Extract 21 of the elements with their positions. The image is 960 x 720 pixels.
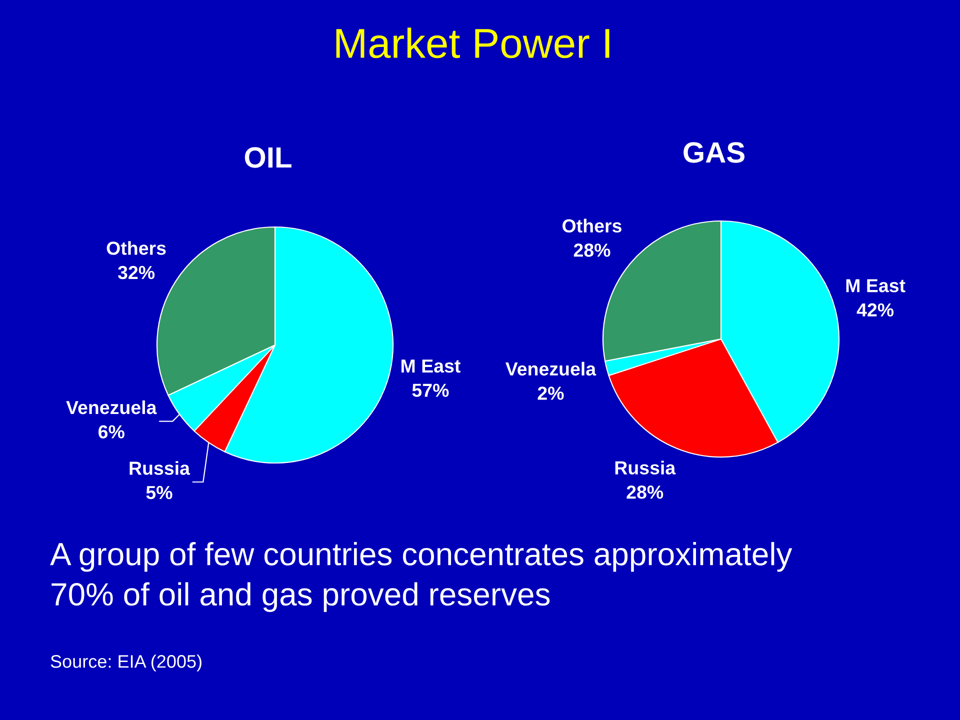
slice-label: Others <box>562 218 622 233</box>
chart-title: OIL <box>244 147 292 168</box>
data-label: 57% <box>412 384 449 397</box>
data-label: 32% <box>118 266 155 280</box>
text: Market Power I <box>336 28 610 58</box>
slice-label: M East <box>402 360 460 373</box>
slice-label: Russia <box>615 460 676 474</box>
slice-label: Venezuela <box>66 400 157 414</box>
slice-label: Venezuela <box>505 362 596 376</box>
text: A group of few countries concentrates approximately 70% of oil and gas proved reserves <box>50 542 792 612</box>
data-label: 42% <box>856 303 894 317</box>
data-label: 2% <box>538 386 564 400</box>
chart-title: GAS <box>684 142 744 163</box>
data-label: 28% <box>626 485 664 499</box>
slice-label: Russia <box>130 461 190 475</box>
data-label: 6% <box>98 425 124 438</box>
slice-label: Others <box>106 241 166 255</box>
slice-label: M East <box>846 279 906 292</box>
data-label: 28% <box>574 244 610 257</box>
data-label: 5% <box>146 486 172 500</box>
source-note: Source: EIA (2005) <box>50 654 202 672</box>
